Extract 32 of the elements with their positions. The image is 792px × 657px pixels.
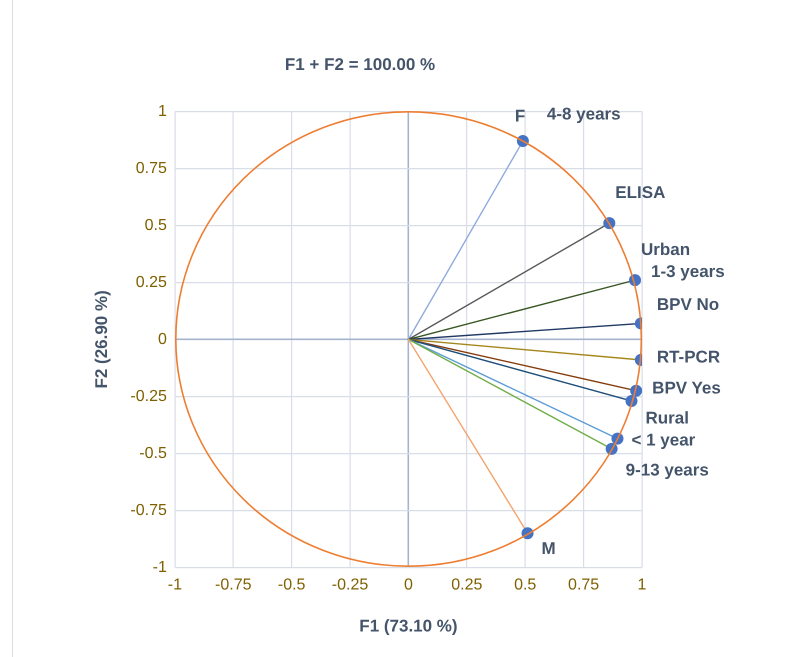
- y-tick-label: -0.25: [130, 388, 167, 405]
- x-tick-label: -0.75: [215, 576, 252, 594]
- y-axis-title: F2 (26.90 %): [92, 290, 111, 389]
- x-tick-label: 0.5: [514, 576, 536, 594]
- x-tick-label: -0.25: [332, 576, 368, 594]
- annotation: 4-8 years: [546, 104, 621, 124]
- annotation: Rural: [645, 408, 689, 428]
- annotation: < 1 year: [631, 430, 696, 450]
- y-tick-label: 0.5: [144, 216, 167, 234]
- annotation: 9-13 years: [626, 460, 709, 480]
- annotation: M: [542, 538, 556, 558]
- y-tick-label: 1: [158, 102, 167, 120]
- annotation: Urban: [640, 240, 690, 259]
- annotation: 1-3 years: [650, 262, 725, 281]
- x-tick-label: -0.5: [278, 576, 306, 594]
- chart-title: F1 + F2 = 100.00 %: [284, 54, 436, 74]
- y-tick-label: -1: [152, 558, 167, 576]
- x-axis-title: F1 (73.10 %): [359, 616, 458, 636]
- annotation: RT-PCR: [656, 348, 720, 367]
- x-tick-label: 0.75: [568, 576, 600, 594]
- y-tick-label: -0.75: [130, 502, 167, 519]
- x-tick-label: 1: [638, 576, 647, 594]
- annotation: F: [514, 106, 526, 126]
- x-tick-label: 0: [404, 576, 413, 594]
- y-tick-label: 0: [158, 330, 167, 348]
- y-tick-label: 0.25: [136, 274, 167, 291]
- y-tick-label: -0.5: [139, 444, 167, 462]
- annotation: ELISA: [615, 182, 666, 202]
- annotation: BPV No: [656, 295, 720, 314]
- annotation: BPV Yes: [652, 378, 721, 398]
- x-tick-label: 0.25: [451, 576, 482, 594]
- y-tick-label: 0.75: [136, 160, 167, 177]
